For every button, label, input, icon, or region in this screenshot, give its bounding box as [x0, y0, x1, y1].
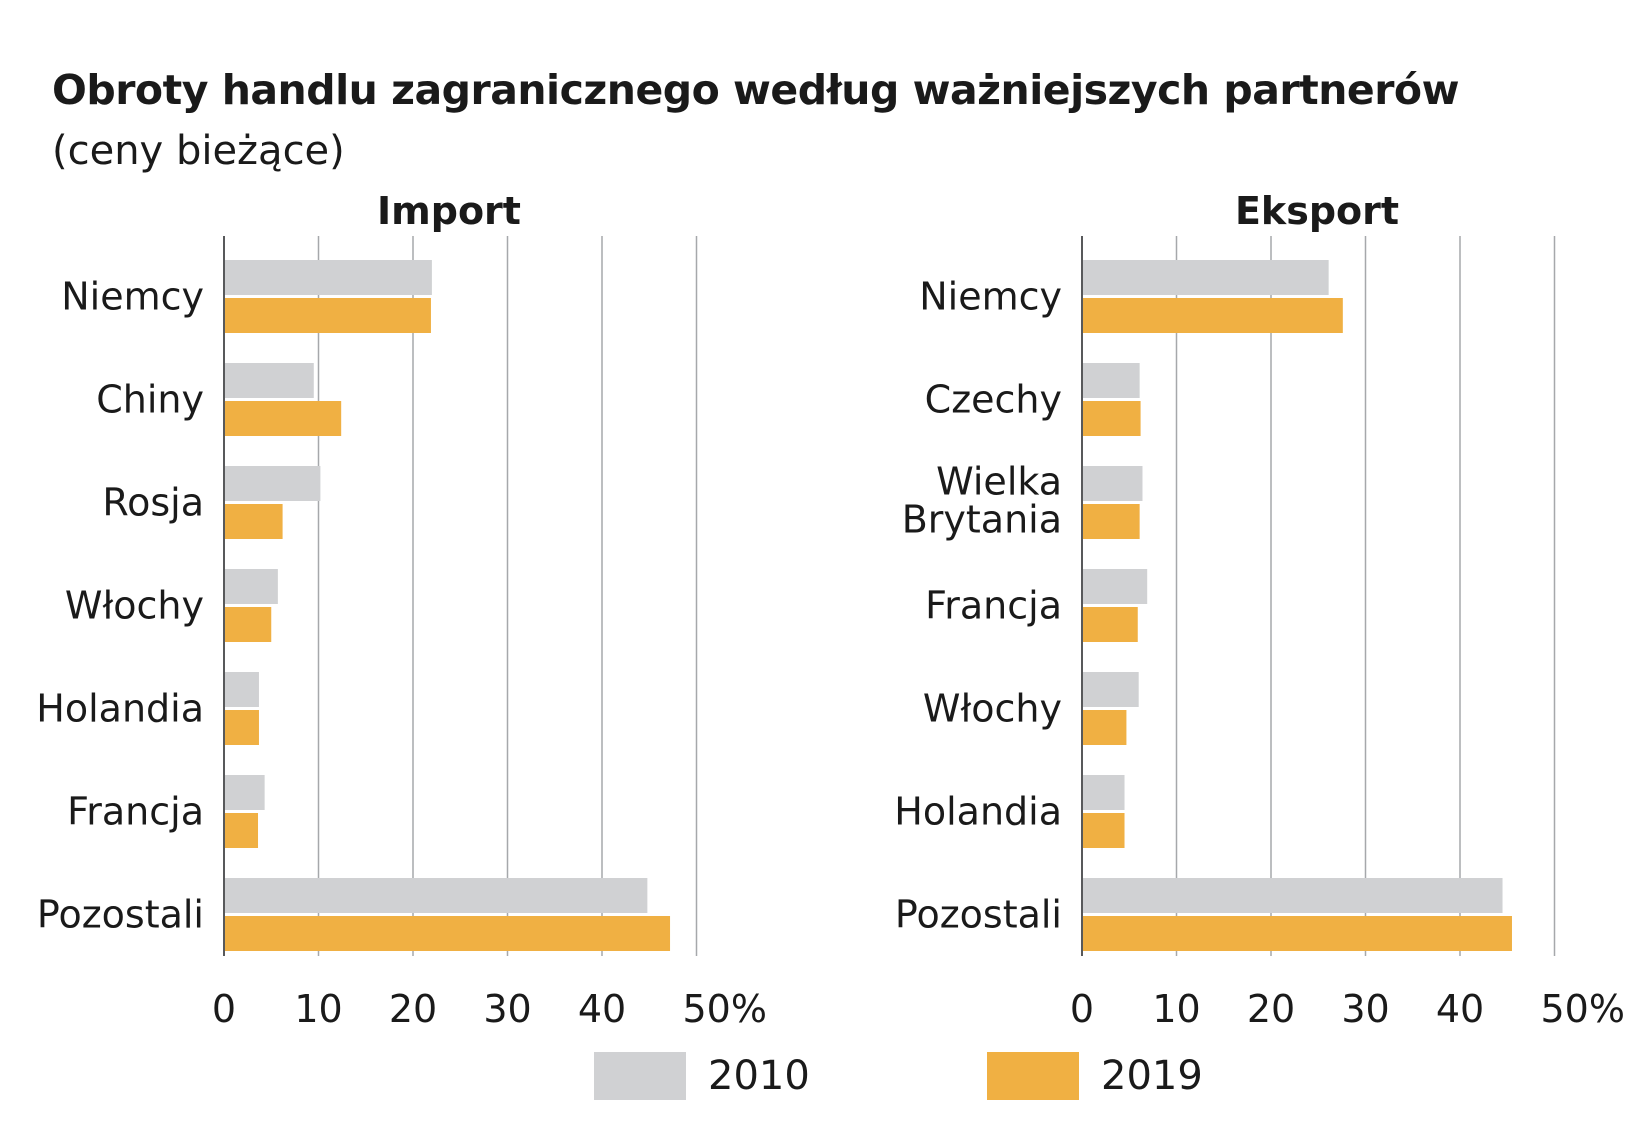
panel-title-eksport: Eksport [1235, 189, 1399, 233]
legend-item-2010: 2010 [594, 1052, 810, 1100]
x-tick-label: 30 [1341, 987, 1389, 1031]
category-label: Pozostali [895, 893, 1062, 937]
category-label: Holandia [36, 687, 204, 731]
x-tick-label: 50% [1541, 987, 1625, 1031]
bar-2019-francja [1082, 607, 1138, 642]
x-tick-label: 10 [294, 987, 342, 1031]
x-tick-label: 0 [1070, 987, 1094, 1031]
bar-2010-niemcy [224, 260, 432, 295]
category-label: Pozostali [37, 893, 204, 937]
legend-item-2019: 2019 [987, 1052, 1203, 1100]
bar-2010-rosja [224, 466, 321, 501]
x-tick-label: 40 [1436, 987, 1484, 1031]
bar-2010-włochy [1082, 672, 1139, 707]
chart-subtitle: (ceny bieżące) [52, 128, 345, 174]
bar-2010-niemcy [1082, 260, 1329, 295]
legend-swatch-2010 [594, 1052, 686, 1100]
category-label: Włochy [65, 584, 204, 628]
bar-2010-czechy [1082, 363, 1140, 398]
category-label: Chiny [96, 378, 204, 422]
bar-2010-francja [1082, 569, 1148, 604]
legend-label-2010: 2010 [708, 1053, 810, 1099]
bar-2019-wielka-brytania [1082, 504, 1140, 539]
legend-label-2019: 2019 [1101, 1053, 1203, 1099]
x-tick-label: 20 [1247, 987, 1295, 1031]
bar-2010-holandia [1082, 775, 1125, 810]
bar-2010-holandia [224, 672, 259, 707]
category-label: Wielka Brytania [902, 460, 1062, 542]
x-tick-label: 20 [389, 987, 437, 1031]
bar-2019-czechy [1082, 401, 1141, 436]
bar-2019-holandia [1082, 813, 1125, 848]
legend-swatch-2019 [987, 1052, 1079, 1100]
bar-2010-chiny [224, 363, 314, 398]
x-tick-label: 30 [483, 987, 531, 1031]
bar-2019-pozostali [1082, 916, 1512, 951]
bar-2010-pozostali [1082, 878, 1503, 913]
bar-2019-holandia [224, 710, 259, 745]
x-tick-label: 0 [212, 987, 236, 1031]
bar-2019-chiny [224, 401, 342, 436]
category-label: Niemcy [919, 275, 1062, 319]
category-label: Czechy [925, 378, 1062, 422]
category-label: Francja [925, 584, 1062, 628]
category-label: Rosja [102, 481, 204, 525]
category-label: Francja [67, 790, 204, 834]
bar-2010-pozostali [224, 878, 648, 913]
bar-2010-francja [224, 775, 265, 810]
category-label: Niemcy [61, 275, 204, 319]
bar-2010-wielka-brytania [1082, 466, 1143, 501]
panel-title-import: Import [377, 189, 521, 233]
x-tick-label: 40 [578, 987, 626, 1031]
x-tick-label: 50% [683, 987, 767, 1031]
chart-title: Obroty handlu zagranicznego według ważni… [52, 66, 1459, 114]
category-label-line: Brytania [902, 498, 1062, 542]
x-tick-label: 10 [1152, 987, 1200, 1031]
bar-2010-włochy [224, 569, 278, 604]
bar-2019-rosja [224, 504, 283, 539]
bar-2019-niemcy [1082, 298, 1343, 333]
bar-2019-francja [224, 813, 259, 848]
bar-2019-pozostali [224, 916, 671, 951]
category-label: Włochy [923, 687, 1062, 731]
bar-2019-włochy [1082, 710, 1127, 745]
category-label: Holandia [894, 790, 1062, 834]
category-label-line: Wielka [936, 460, 1062, 504]
bar-2019-niemcy [224, 298, 431, 333]
bar-2019-włochy [224, 607, 272, 642]
